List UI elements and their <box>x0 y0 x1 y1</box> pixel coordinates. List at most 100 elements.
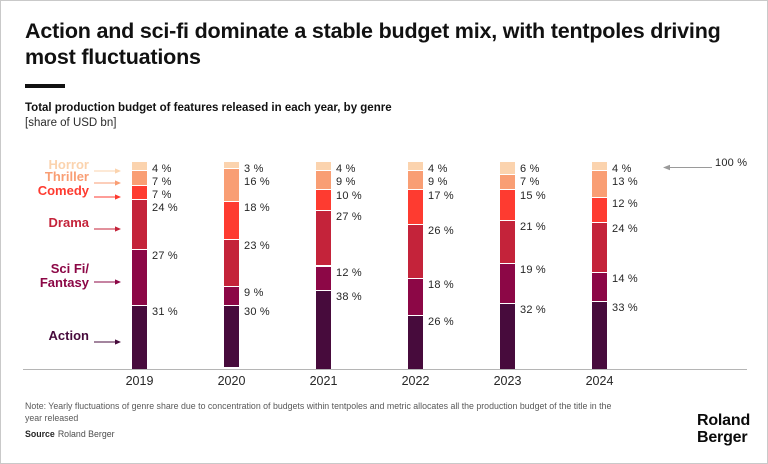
bar-segment-sci-fi-fantasy-2021 <box>316 265 331 291</box>
genre-label-action: Action <box>48 327 89 343</box>
bar-segment-action-2023 <box>500 302 515 369</box>
right-arrow-icon <box>94 273 121 291</box>
bar-value-label: 7 % <box>152 189 172 201</box>
bar-value-label: 31 % <box>152 305 178 318</box>
x-axis-label-2019: 2019 <box>125 374 154 388</box>
bar-segment-thriller-2023 <box>500 174 515 189</box>
bar-segment-action-2019 <box>132 304 147 369</box>
bar-value-label: 14 % <box>612 272 638 285</box>
genre-label-drama: Drama <box>48 215 89 231</box>
bar-segment-action-2024 <box>592 300 607 369</box>
source-label: Source <box>25 429 55 439</box>
bar-value-label: 23 % <box>244 239 270 252</box>
bar-segment-sci-fi-fantasy-2019 <box>132 248 147 305</box>
bar-value-label: 26 % <box>428 316 454 329</box>
bar-value-label: 26 % <box>428 225 454 238</box>
bar-segment-horror-2024 <box>592 162 607 171</box>
chart-subtitle: Total production budget of features rele… <box>25 102 392 114</box>
bar-value-label: 13 % <box>612 176 638 188</box>
bar-value-label: 9 % <box>336 176 356 188</box>
bar-value-label: 18 % <box>244 202 270 215</box>
bar-segment-thriller-2022 <box>408 170 423 189</box>
roland-berger-logo: Roland Berger <box>697 412 751 446</box>
bar-value-label: 38 % <box>336 291 362 304</box>
bar-segment-horror-2023 <box>500 162 515 175</box>
right-arrow-icon <box>94 188 121 206</box>
bar-segment-drama-2022 <box>408 224 423 278</box>
bar-value-label: 4 % <box>612 163 632 175</box>
bar-segment-drama-2020 <box>224 238 239 287</box>
bar-value-label: 9 % <box>428 176 448 188</box>
bar-segment-sci-fi-fantasy-2024 <box>592 271 607 301</box>
bar-segment-drama-2024 <box>592 222 607 272</box>
bar-value-label: 7 % <box>152 176 172 188</box>
bar-value-label: 27 % <box>336 210 362 223</box>
chart-unit-note: [share of USD bn] <box>25 117 117 129</box>
x-axis-label-2021: 2021 <box>309 374 338 388</box>
bar-segment-comedy-2019 <box>132 184 147 200</box>
bar-segment-action-2022 <box>408 315 423 369</box>
x-axis-label-2023: 2023 <box>493 374 522 388</box>
x-axis-label-2024: 2024 <box>585 374 614 388</box>
bar-segment-action-2021 <box>316 290 331 369</box>
bar-segment-drama-2019 <box>132 199 147 249</box>
bar-value-label: 24 % <box>612 223 638 236</box>
bar-segment-action-2020 <box>224 304 239 367</box>
left-arrow-icon <box>663 159 712 177</box>
page-title: Action and sci-fi dominate a stable budg… <box>25 19 721 69</box>
bar-value-label: 10 % <box>336 189 362 202</box>
logo-line-2: Berger <box>697 428 748 446</box>
bar-segment-comedy-2020 <box>224 201 239 239</box>
bar-segment-horror-2020 <box>224 162 239 169</box>
bar-value-label: 12 % <box>336 266 362 279</box>
bar-value-label: 24 % <box>152 202 178 214</box>
bar-value-label: 3 % <box>244 163 264 175</box>
bar-segment-sci-fi-fantasy-2022 <box>408 277 423 316</box>
right-arrow-icon <box>94 174 121 192</box>
bar-segment-thriller-2020 <box>224 168 239 202</box>
bar-segment-comedy-2021 <box>316 188 331 210</box>
x-axis-label-2020: 2020 <box>217 374 246 388</box>
bar-value-label: 19 % <box>520 264 546 277</box>
bar-segment-drama-2021 <box>316 209 331 266</box>
bar-segment-horror-2021 <box>316 162 331 171</box>
right-arrow-icon <box>94 162 121 180</box>
x-axis-line <box>23 369 747 370</box>
bar-value-label: 7 % <box>520 176 540 188</box>
bar-value-label: 17 % <box>428 189 454 202</box>
logo-line-1: Roland <box>697 412 751 429</box>
bar-segment-thriller-2019 <box>132 170 147 185</box>
bar-value-label: 15 % <box>520 189 546 202</box>
bar-segment-comedy-2022 <box>408 188 423 225</box>
genre-label-comedy: Comedy <box>37 183 89 198</box>
footnote: Note: Yearly fluctuations of genre share… <box>25 401 612 424</box>
title-underline-rule <box>25 84 65 88</box>
source-line: Source Roland Berger <box>25 429 115 439</box>
bar-value-label: 32 % <box>520 303 546 316</box>
x-axis-label-2022: 2022 <box>401 374 430 388</box>
bar-segment-comedy-2024 <box>592 197 607 223</box>
bar-value-label: 9 % <box>244 287 264 300</box>
bar-value-label: 4 % <box>336 163 356 175</box>
bar-value-label: 33 % <box>612 301 638 314</box>
source-value: Roland Berger <box>57 429 115 439</box>
right-arrow-icon <box>94 333 121 351</box>
bar-segment-horror-2022 <box>408 162 423 171</box>
bar-value-label: 4 % <box>152 163 172 175</box>
bar-value-label: 30 % <box>244 305 270 318</box>
genre-label-horror: Horror <box>48 157 89 173</box>
bar-segment-sci-fi-fantasy-2023 <box>500 263 515 303</box>
right-arrow-icon <box>94 220 121 238</box>
bar-value-label: 16 % <box>244 176 270 188</box>
bar-segment-thriller-2021 <box>316 170 331 189</box>
total-100-label: 100 % <box>715 157 748 169</box>
bar-value-label: 27 % <box>152 249 178 262</box>
bar-value-label: 6 % <box>520 163 540 175</box>
bar-segment-sci-fi-fantasy-2020 <box>224 286 239 305</box>
bar-segment-thriller-2024 <box>592 170 607 198</box>
genre-label-thriller: Thriller <box>44 168 89 184</box>
bar-value-label: 4 % <box>428 163 448 175</box>
bar-segment-horror-2019 <box>132 162 147 171</box>
